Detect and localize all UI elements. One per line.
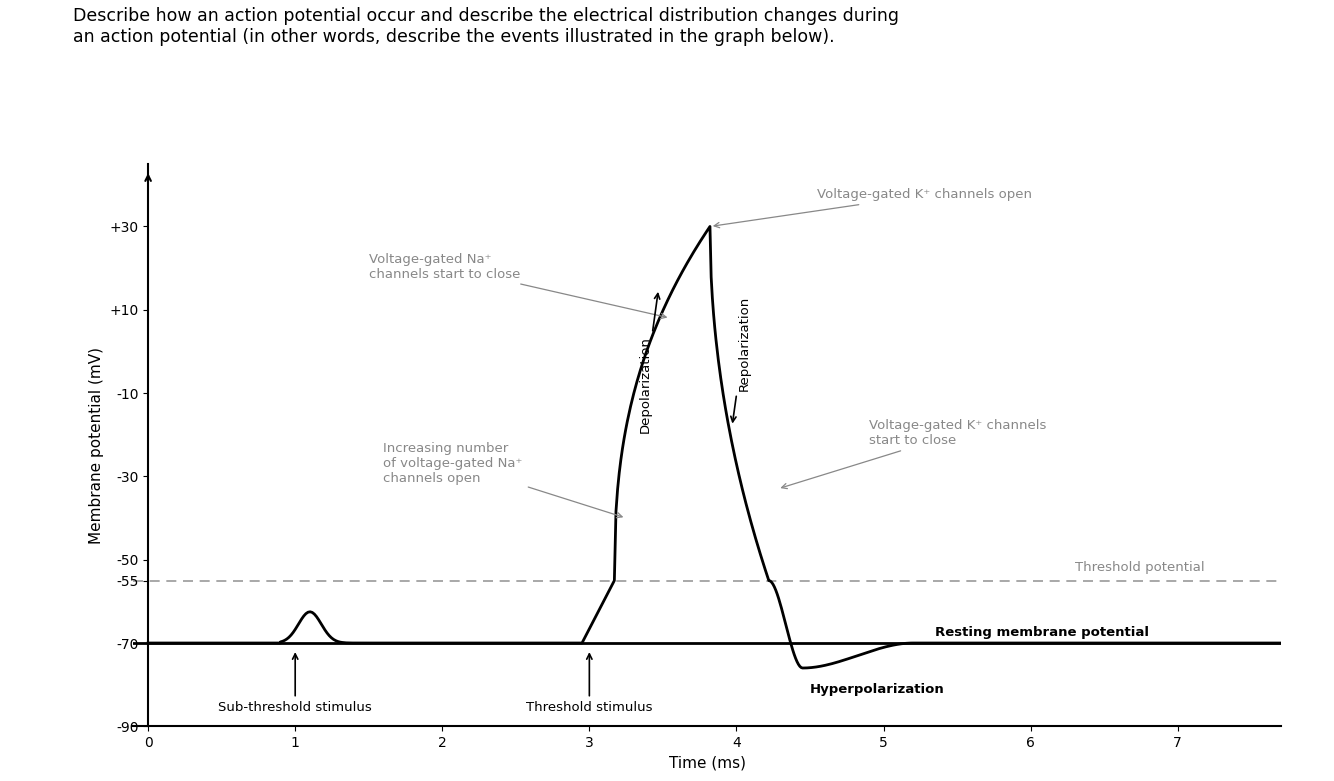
Text: Voltage-gated Na⁺
channels start to close: Voltage-gated Na⁺ channels start to clos… bbox=[368, 252, 666, 319]
Text: Voltage-gated K⁺ channels open: Voltage-gated K⁺ channels open bbox=[714, 188, 1033, 228]
Text: Voltage-gated K⁺ channels
start to close: Voltage-gated K⁺ channels start to close bbox=[782, 419, 1046, 489]
Y-axis label: Membrane potential (mV): Membrane potential (mV) bbox=[88, 347, 104, 544]
X-axis label: Time (ms): Time (ms) bbox=[668, 755, 746, 771]
Text: Sub-threshold stimulus: Sub-threshold stimulus bbox=[219, 654, 372, 715]
Text: Repolarization: Repolarization bbox=[731, 295, 750, 422]
Text: Resting membrane potential: Resting membrane potential bbox=[935, 626, 1149, 639]
Text: Threshold stimulus: Threshold stimulus bbox=[526, 654, 652, 715]
Text: Hyperpolarization: Hyperpolarization bbox=[810, 683, 944, 696]
Text: Threshold potential: Threshold potential bbox=[1075, 562, 1205, 574]
Text: Depolarization: Depolarization bbox=[639, 294, 660, 433]
Text: Describe how an action potential occur and describe the electrical distribution : Describe how an action potential occur a… bbox=[73, 7, 899, 46]
Text: Increasing number
of voltage-gated Na⁺
channels open: Increasing number of voltage-gated Na⁺ c… bbox=[383, 442, 622, 518]
